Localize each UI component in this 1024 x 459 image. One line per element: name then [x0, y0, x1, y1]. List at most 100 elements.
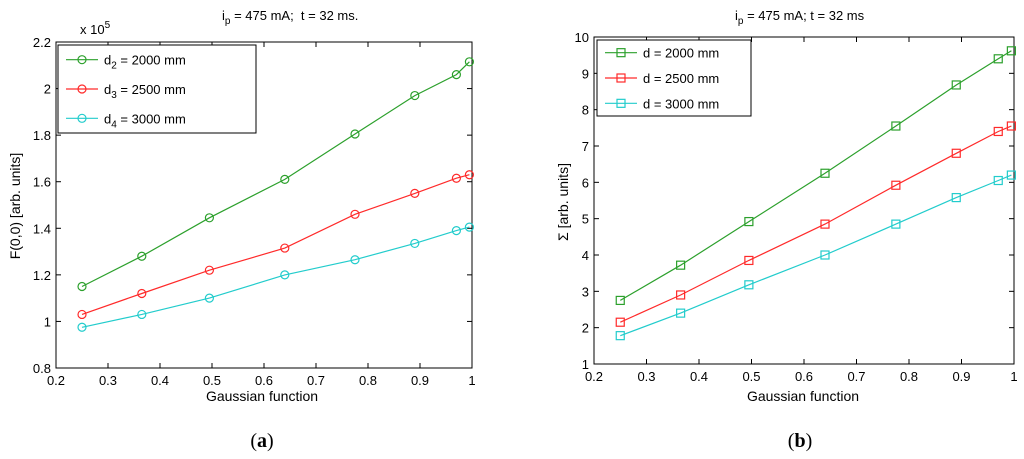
panel-a-xtick-label: 0.5	[203, 373, 221, 388]
panel-a-series-line	[81, 61, 470, 288]
panel-b-ytick-label: 6	[582, 175, 589, 190]
panel-b-ytick-label: 5	[582, 212, 589, 227]
panel-b-ytick-label: 1	[582, 357, 589, 372]
panel-a-xtick-label: 0.8	[359, 373, 377, 388]
panel-a-series-1	[77, 57, 474, 292]
panel-a-data-point	[410, 90, 420, 101]
panel-b-data-point	[993, 54, 1003, 64]
panel-b-caption: (b)	[788, 430, 812, 452]
panel-a-data-point	[137, 309, 147, 320]
panel-a-ytick-label: 1.2	[33, 268, 51, 283]
panel-b-series-2	[615, 121, 1016, 327]
panel-b-data-point	[820, 219, 830, 229]
panel-a-xtick-label: 0.3	[99, 373, 117, 388]
panel-b-data-point	[820, 250, 830, 260]
panel-b-series-line	[620, 125, 1012, 323]
panel-a-series-line	[81, 174, 470, 315]
panel-a-ytick-label: 1.8	[33, 128, 51, 143]
panel-a-legend-marker	[77, 84, 87, 94]
panel-a-xtick-label: 0.4	[151, 373, 169, 388]
panel-b-ylabel: Σ [arb. units]	[555, 163, 571, 241]
panel-b-data-point	[744, 216, 754, 227]
panel-b-ytick-label: 9	[582, 66, 589, 81]
panel-b-ytick-label: 2	[582, 321, 589, 336]
panel-a-ytick-label: 1.4	[33, 221, 51, 236]
panel-a-ytick-label: 0.8	[33, 361, 51, 376]
panel-b-ytick-label: 10	[575, 30, 589, 45]
panel-b-data-point	[820, 168, 830, 178]
panel-a-title: ip = 475 mA; t = 32 ms.	[222, 8, 358, 27]
panel-a: ip = 475 mA; t = 32 ms. x 105 Gaussian f…	[7, 8, 476, 452]
panel-b-series-1	[615, 46, 1016, 306]
panel-b-data-point	[951, 148, 961, 158]
panel-a-legend-marker	[77, 113, 87, 123]
panel-b-ytick-label: 4	[582, 248, 589, 263]
panel-a-legend-item: d2 = 2000 mm	[66, 53, 186, 72]
panel-a-data-point	[410, 238, 420, 249]
panel-a-data-point	[137, 288, 147, 299]
panel-b-xtick-label: 0.8	[900, 369, 918, 384]
panel-a-xtick-label: 0.2	[47, 373, 65, 388]
panel-b-ytick-label: 8	[582, 103, 589, 118]
panel-a-legend-label: d4 = 3000 mm	[104, 111, 186, 130]
panel-a-series-line	[81, 226, 470, 328]
panel-a-data-point	[464, 170, 474, 180]
panel-a-data-point	[350, 129, 360, 139]
panel-b-legend-marker	[616, 73, 626, 83]
panel-a-legend-marker	[77, 55, 87, 65]
panel-a-data-point	[451, 69, 461, 80]
panel-b-legend-marker	[616, 98, 626, 108]
panel-b-legend-item: d = 2000 mm	[605, 46, 719, 61]
panel-a-exponent-label: x 105	[80, 20, 111, 37]
panel-b-legend-label: d = 2000 mm	[643, 46, 719, 61]
panel-b-data-point	[676, 260, 686, 270]
panel-b-data-point	[676, 308, 686, 318]
panel-b-data-point	[1006, 46, 1016, 56]
panel-b-xtick-label: 1	[1010, 369, 1017, 384]
panel-b-xtick-label: 0.5	[742, 369, 760, 384]
panel-a-data-point	[464, 222, 474, 232]
panel-a-legend-item: d3 = 2500 mm	[66, 82, 186, 101]
panel-b-data-point	[615, 331, 625, 341]
panel-b-legend-label: d = 3000 mm	[643, 96, 719, 111]
panel-b-data-point	[744, 280, 754, 290]
panel-b-legend-item: d = 3000 mm	[605, 96, 719, 111]
panel-a-ylabel: F(0,0) [arb. units]	[7, 153, 23, 260]
panel-a-data-point	[77, 322, 87, 332]
panel-a-data-point	[77, 309, 87, 320]
panel-b-legend: d = 2000 mm d = 2500 mm d = 3000 mm	[596, 39, 752, 117]
panel-b-data-point	[993, 175, 1003, 186]
panel-a-legend: d2 = 2000 mm d3 = 2500 mm d4 = 3000 mm	[57, 44, 257, 134]
panel-b-data-point	[615, 317, 625, 327]
panel-a-ytick-label: 1.6	[33, 175, 51, 190]
panel-a-legend-label: d3 = 2500 mm	[104, 82, 186, 101]
panel-b-data-point	[615, 295, 625, 306]
panel-a-legend-item: d4 = 3000 mm	[66, 111, 186, 130]
panel-b-xtick-label: 0.7	[847, 369, 865, 384]
panel-b-xtick-label: 0.3	[637, 369, 655, 384]
panel-b-xtick-label: 0.9	[952, 369, 970, 384]
panel-b-data-point	[1006, 170, 1016, 180]
panel-a-data-point	[77, 281, 87, 292]
panel-b-data-point	[951, 192, 961, 203]
panel-a-caption: (a)	[250, 430, 273, 452]
panel-b-data-point	[1006, 121, 1016, 131]
panel-a-data-point	[137, 251, 147, 261]
panel-a-ytick-label: 2	[44, 82, 51, 97]
panel-a-ytick-label: 1	[44, 314, 51, 329]
panel-a-data-point	[350, 209, 360, 219]
panel-b-plot: 0.2 0.3 0.4 0.5 0.6 0.7 0.8 0.9 1 1 2 3 4 5 6 7 8 9 10 d = …	[575, 30, 1018, 384]
panel-b-ytick-label: 7	[582, 139, 589, 154]
panel-b-legend-marker	[616, 48, 626, 58]
panel-a-series-2	[77, 170, 474, 320]
panel-b-title: ip = 475 mA; t = 32 ms	[735, 8, 865, 27]
panel-b-legend-label: d = 2500 mm	[643, 71, 719, 86]
panel-b-xtick-label: 0.2	[585, 369, 603, 384]
panel-a-ytick-label: 2.2	[33, 35, 51, 50]
panel-a-series-3	[77, 222, 474, 332]
panel-b-data-point	[744, 255, 754, 266]
panel-b-ytick-label: 3	[582, 284, 589, 299]
panel-a-xtick-label: 1	[468, 373, 475, 388]
panel-a-data-point	[410, 188, 420, 198]
